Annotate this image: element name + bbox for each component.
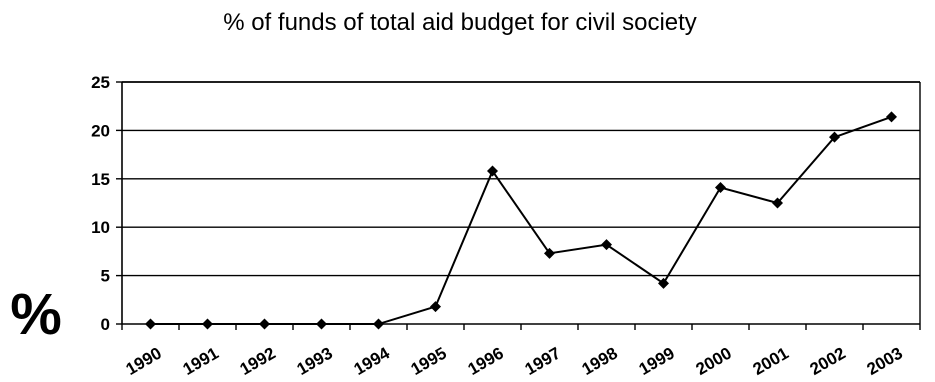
data-point bbox=[829, 131, 840, 143]
x-tick-label: 1990 bbox=[123, 344, 165, 379]
x-tick-label: 2003 bbox=[864, 344, 906, 379]
data-point bbox=[715, 182, 726, 194]
x-tick-label: 1999 bbox=[636, 344, 678, 379]
x-tick-label: 2001 bbox=[750, 344, 792, 379]
series-polyline bbox=[150, 115, 892, 325]
data-point bbox=[658, 277, 669, 289]
x-tick-label: 1996 bbox=[465, 344, 507, 379]
x-tick-label: 1998 bbox=[579, 344, 621, 379]
y-tick-label: 25 bbox=[91, 73, 110, 92]
grid bbox=[122, 81, 920, 277]
y-tick-label: 5 bbox=[101, 267, 110, 286]
data-point bbox=[772, 197, 783, 209]
x-tick-label: 1992 bbox=[237, 344, 279, 379]
x-tick-label: 1994 bbox=[351, 343, 394, 379]
series-line bbox=[145, 111, 897, 330]
y-tick-label: 0 bbox=[101, 315, 110, 334]
data-point bbox=[202, 318, 213, 330]
data-point bbox=[145, 318, 156, 330]
data-point bbox=[430, 301, 441, 313]
data-point bbox=[544, 247, 555, 259]
x-tick-label: 1997 bbox=[522, 344, 564, 379]
data-point bbox=[886, 111, 897, 123]
data-point bbox=[259, 318, 270, 330]
x-tick-label: 2002 bbox=[807, 344, 849, 379]
data-point bbox=[487, 165, 498, 177]
data-point bbox=[601, 239, 612, 251]
x-tick-label: 1991 bbox=[180, 344, 222, 379]
data-point bbox=[316, 318, 327, 330]
axes bbox=[116, 81, 921, 330]
y-axis-label: % bbox=[10, 282, 62, 347]
chart-title: % of funds of total aid budget for civil… bbox=[223, 9, 697, 36]
data-point bbox=[373, 318, 384, 330]
x-tick-label: 1995 bbox=[408, 344, 450, 379]
tick-labels: 0 5 10 15 20 25 1990 1991 1992 1993 1994 1995 1996 19… bbox=[91, 73, 906, 379]
y-tick-label: 20 bbox=[91, 121, 110, 140]
x-tick-label: 2000 bbox=[693, 344, 735, 379]
x-tick-label: 1993 bbox=[294, 344, 336, 379]
y-tick-label: 15 bbox=[91, 170, 110, 189]
y-tick-label: 10 bbox=[91, 218, 110, 237]
